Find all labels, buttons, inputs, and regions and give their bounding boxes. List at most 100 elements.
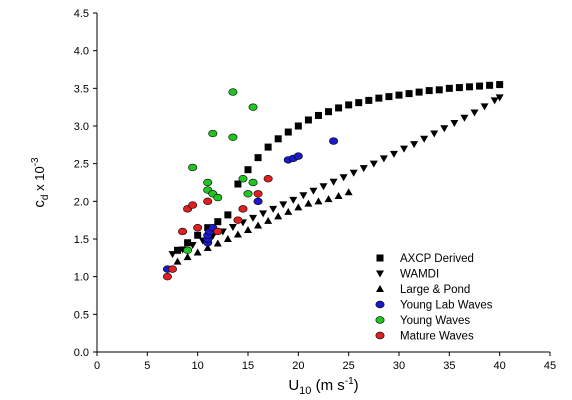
data-point bbox=[335, 104, 343, 112]
x-axis-title-unit: (m s bbox=[311, 377, 344, 394]
x-axis-title: U10 (m s-1) bbox=[288, 376, 358, 397]
legend-label: Young Lab Waves bbox=[400, 300, 493, 312]
legend-item: Mature Waves bbox=[375, 331, 474, 343]
data-point bbox=[233, 216, 243, 224]
data-point bbox=[450, 119, 459, 127]
data-point bbox=[294, 122, 302, 130]
data-point bbox=[228, 133, 238, 142]
y-axis-title: cd x 10-3 bbox=[30, 157, 51, 208]
data-point bbox=[319, 183, 328, 191]
data-point bbox=[228, 88, 238, 96]
data-point bbox=[496, 81, 504, 89]
data-point bbox=[253, 197, 263, 206]
legend-item: Young Lab Waves bbox=[375, 300, 493, 312]
data-point bbox=[173, 257, 182, 265]
series-4 bbox=[183, 88, 258, 255]
data-point bbox=[213, 227, 223, 236]
legend-label: AXCP Derived bbox=[400, 253, 474, 265]
data-point bbox=[188, 242, 197, 250]
data-point bbox=[334, 192, 343, 200]
data-point bbox=[324, 195, 333, 203]
data-point bbox=[183, 246, 193, 255]
data-point bbox=[314, 111, 322, 119]
x-tick-label: 30 bbox=[393, 360, 405, 372]
legend-item: Large & Pond bbox=[376, 284, 470, 296]
data-point bbox=[264, 216, 273, 224]
y-tick-label: 1.0 bbox=[74, 272, 89, 284]
data-point bbox=[379, 155, 388, 163]
x-tick-label: 0 bbox=[94, 360, 100, 372]
data-point bbox=[389, 150, 398, 158]
data-point bbox=[465, 83, 473, 91]
y-tick-label: 4.0 bbox=[74, 46, 89, 58]
data-point bbox=[284, 128, 292, 136]
data-point bbox=[162, 272, 172, 281]
legend-item: Young Waves bbox=[375, 315, 470, 327]
x-axis-ticks: 0 5 10 15 20 25 30 35 40 45 bbox=[94, 352, 556, 372]
data-point bbox=[425, 87, 433, 95]
data-point bbox=[254, 221, 263, 229]
legend-label: Large & Pond bbox=[400, 284, 470, 296]
data-point bbox=[204, 224, 212, 232]
data-point bbox=[299, 192, 308, 200]
data-point bbox=[314, 197, 323, 205]
data-point bbox=[325, 108, 333, 116]
x-tick-label: 5 bbox=[144, 360, 150, 372]
data-point bbox=[248, 178, 258, 187]
data-point bbox=[415, 88, 423, 96]
y-axis-title-sup: -3 bbox=[30, 157, 41, 166]
y-tick-label: 2.0 bbox=[74, 196, 89, 208]
data-point bbox=[253, 190, 263, 198]
y-tick-label: 3.0 bbox=[74, 121, 89, 133]
series-0 bbox=[174, 81, 504, 254]
y-axis-title-main: c bbox=[31, 200, 48, 208]
data-point bbox=[244, 166, 252, 174]
data-markers bbox=[162, 81, 504, 281]
data-point bbox=[263, 175, 273, 183]
series-2 bbox=[173, 188, 353, 265]
x-axis-title-sub: 10 bbox=[299, 385, 311, 397]
data-point bbox=[214, 218, 222, 226]
data-point bbox=[410, 141, 419, 149]
x-tick-label: 25 bbox=[343, 360, 355, 372]
y-axis-title-sub: d bbox=[40, 195, 51, 201]
data-point bbox=[369, 160, 378, 168]
data-point bbox=[420, 135, 429, 143]
data-point bbox=[365, 96, 373, 104]
plot-area: 0 5 10 15 20 25 30 35 40 45 0.0 0.5 1.0 1.5 2.0 2.5 3.0… bbox=[74, 8, 556, 372]
series-5 bbox=[162, 175, 273, 281]
data-point bbox=[445, 84, 453, 92]
legend-item: AXCP Derived bbox=[376, 253, 474, 265]
data-point bbox=[264, 143, 272, 151]
y-tick-label: 3.5 bbox=[74, 83, 89, 95]
legend-label: WAMDI bbox=[400, 269, 439, 281]
data-point bbox=[274, 212, 283, 220]
data-point bbox=[269, 205, 278, 213]
data-point bbox=[174, 246, 182, 254]
data-point bbox=[309, 187, 318, 195]
legend-item: WAMDI bbox=[376, 269, 439, 281]
data-point bbox=[435, 86, 443, 94]
data-point bbox=[344, 188, 353, 196]
data-point bbox=[289, 196, 298, 204]
y-tick-label: 4.5 bbox=[74, 8, 89, 20]
x-tick-label: 35 bbox=[443, 360, 455, 372]
y-axis-ticks: 0.0 0.5 1.0 1.5 2.0 2.5 3.0 3.5 4.0 4.5 bbox=[74, 8, 97, 359]
data-point bbox=[304, 116, 312, 124]
y-axis-title-mid: x 10 bbox=[32, 166, 47, 194]
data-point bbox=[188, 163, 198, 172]
data-point bbox=[294, 203, 303, 211]
data-point bbox=[486, 81, 494, 89]
legend-marker bbox=[376, 270, 384, 278]
x-axis-title-unit-sup: -1 bbox=[345, 376, 354, 387]
data-point bbox=[249, 214, 258, 222]
data-point bbox=[208, 129, 218, 138]
y-tick-label: 1.5 bbox=[74, 234, 89, 246]
x-axis-title-unit-close: ) bbox=[354, 377, 359, 394]
legend-marker bbox=[375, 300, 385, 309]
data-point bbox=[480, 103, 489, 111]
data-point bbox=[259, 210, 268, 218]
data-point bbox=[184, 239, 192, 247]
x-tick-label: 15 bbox=[242, 360, 254, 372]
x-tick-label: 10 bbox=[192, 360, 204, 372]
